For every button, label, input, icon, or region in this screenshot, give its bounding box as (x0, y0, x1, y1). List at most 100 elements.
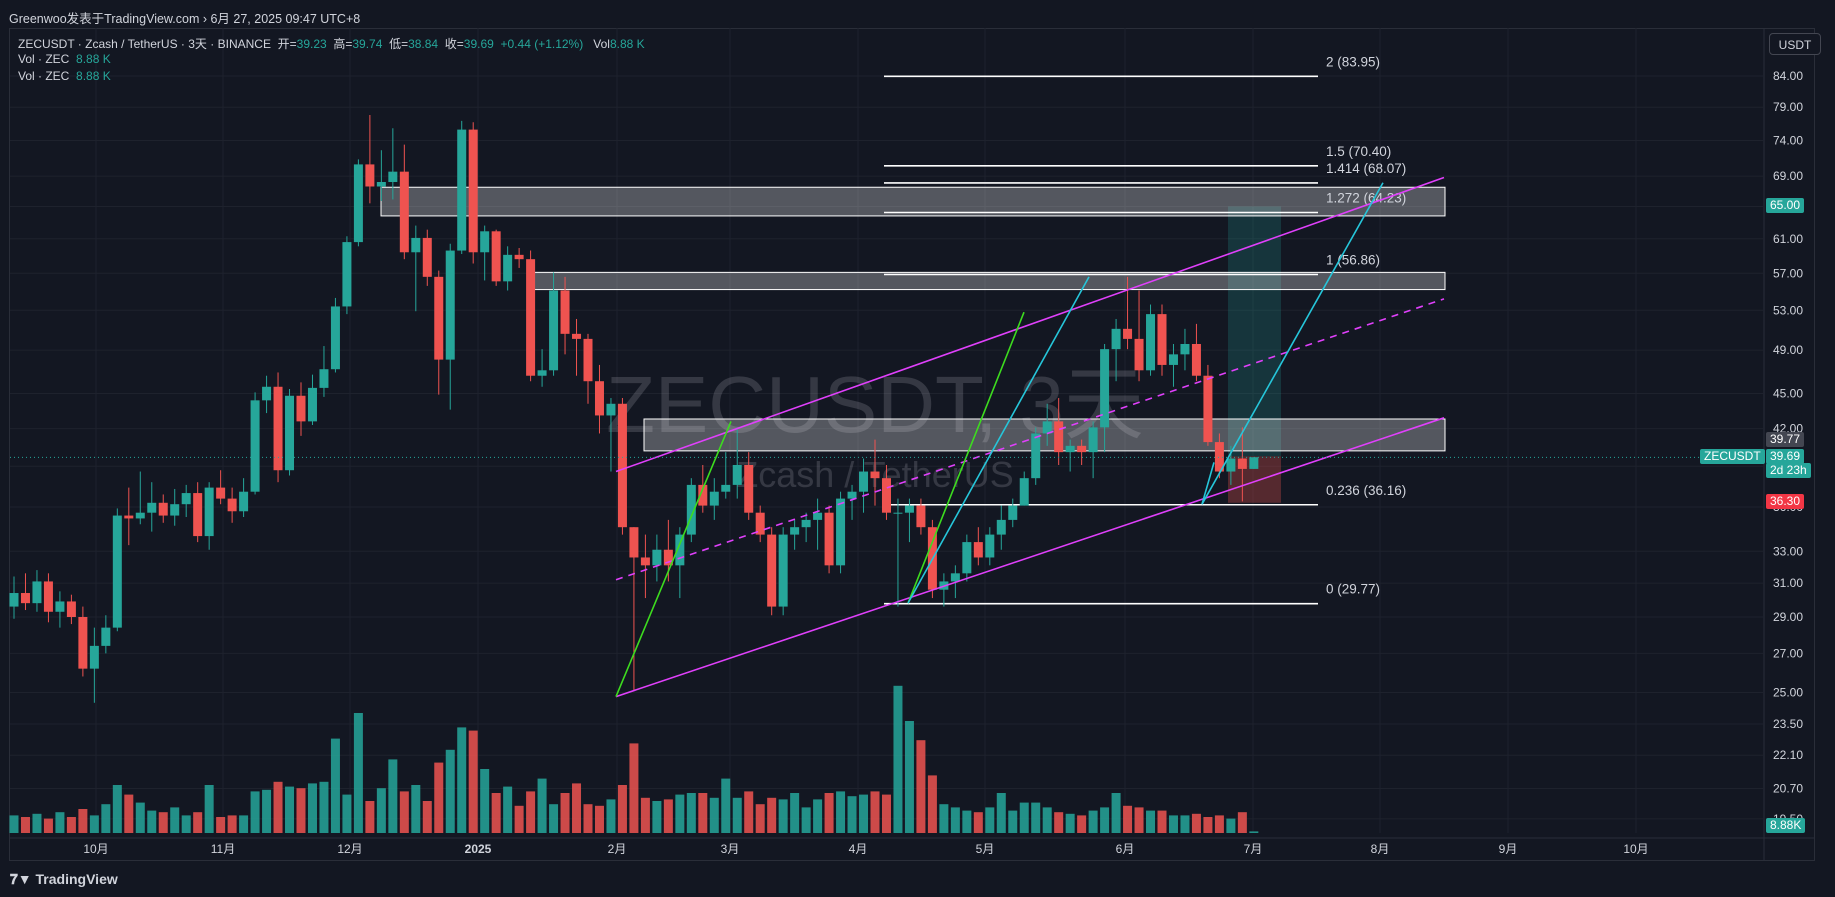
volume-bar (330, 738, 340, 833)
candle-body (422, 237, 432, 277)
candle-body (973, 542, 983, 558)
volume-bar (365, 801, 375, 833)
volume-bar (353, 713, 363, 833)
candle-body (250, 400, 260, 492)
volume-bar (112, 785, 122, 833)
candle-body (1031, 433, 1041, 479)
candle-body (1168, 354, 1178, 365)
price-tick-label: 79.00 (1773, 100, 1803, 114)
fib-level-label: 2 (83.95) (1326, 54, 1380, 69)
candle-body (193, 493, 203, 537)
volume-bar (893, 685, 903, 833)
volume-bar (399, 791, 409, 833)
volume-bar (996, 793, 1006, 833)
volume-bar (721, 778, 731, 833)
volume-bar (376, 788, 386, 833)
candle-body (55, 601, 65, 612)
volume-bar (652, 801, 662, 833)
volume-bar (1031, 802, 1041, 833)
volume-bar (514, 805, 524, 833)
price-tick-label: 45.00 (1773, 386, 1803, 400)
price-tick-label: 27.00 (1773, 646, 1803, 660)
fib-level-label: 1.272 (64.23) (1326, 191, 1406, 206)
candle-body (686, 484, 696, 535)
time-axis: 10月 11月 12月 2025 2月 3月 4月 5月 6月 7月 8月 9月 10月 (83, 842, 1648, 856)
candle-body (296, 395, 306, 422)
candle-body (824, 512, 834, 566)
footer: 𝟕▼ TradingView (0, 861, 1835, 897)
legend-high: 39.74 (352, 37, 383, 51)
candle-body (66, 601, 76, 617)
candle-body (307, 387, 317, 422)
price-tick-label: 25.00 (1773, 685, 1803, 699)
candle-body (158, 502, 168, 516)
volume-bar (560, 793, 570, 833)
price-axis: 84.0079.0074.0069.0065.0061.0057.0053.00… (1773, 69, 1803, 826)
volume-bar (549, 804, 559, 833)
volume-bar (147, 810, 157, 833)
channel-mid-line (615, 298, 1445, 581)
currency-button[interactable]: USDT (1769, 33, 1821, 55)
time-tick-label: 10月 (83, 842, 108, 856)
volume-bar (1203, 817, 1213, 833)
projection-line (907, 276, 1090, 604)
candle-body (790, 527, 800, 535)
legend-vol-line-1[interactable]: Vol · ZEC 8.88 K (18, 52, 111, 66)
volume-bar (755, 804, 765, 833)
volume-bar (1180, 815, 1190, 833)
candle-body (709, 491, 719, 506)
price-tick-label: 53.00 (1773, 303, 1803, 317)
candle-body (859, 471, 869, 492)
volume-bar (870, 791, 880, 833)
volume-bar (135, 802, 145, 833)
candle-body (239, 491, 249, 512)
candle-body (526, 259, 536, 376)
legend-low-label: 低= (389, 37, 409, 51)
volume-bar (55, 812, 65, 833)
price-tick-label: 33.00 (1773, 544, 1803, 558)
legend-vol-line-2[interactable]: Vol · ZEC 8.88 K (18, 69, 111, 83)
candle-body (594, 381, 604, 416)
supply-zone-rect (380, 186, 1446, 217)
time-tick-label: 4月 (849, 842, 868, 856)
volume-bar (698, 793, 708, 833)
volume-bar (1100, 807, 1110, 833)
candle-body (147, 502, 157, 513)
chart-frame[interactable] (9, 28, 1815, 861)
candle-body (1134, 338, 1144, 371)
candle-body (1214, 442, 1224, 472)
price-tick-label: 20.70 (1773, 782, 1803, 796)
legend-symbol[interactable]: ZECUSDT · Zcash / TetherUS · 3天 · BINANC… (18, 37, 271, 51)
candle-body (376, 181, 386, 187)
candle-body (204, 487, 214, 537)
candle-body (744, 464, 754, 513)
volume-bar (1008, 810, 1018, 833)
volume-bar (1065, 813, 1075, 833)
candle-body (721, 484, 731, 492)
vol-indicator-value: 8.88 K (76, 52, 111, 66)
candle-body (916, 505, 926, 528)
volume-bar (43, 818, 53, 833)
impulse-line (615, 421, 732, 697)
time-tick-label: 2025 (465, 842, 492, 856)
candle-body (950, 573, 960, 582)
projection-lines (907, 182, 1384, 604)
tradingview-logo[interactable]: 𝟕▼ TradingView (10, 871, 118, 888)
volume-bar (480, 769, 490, 833)
candle-body (652, 549, 662, 566)
last-price-tag: 39.69 (1766, 449, 1805, 464)
candle-body (285, 395, 295, 471)
legend-low: 38.84 (408, 37, 439, 51)
volume-bar (342, 794, 352, 833)
legend-vol: 8.88 K (609, 37, 645, 51)
volume-bar (640, 797, 650, 833)
candle-body (1146, 314, 1156, 371)
legend-high-label: 高= (333, 37, 353, 51)
candle-body (480, 231, 490, 253)
volume-bar (503, 786, 513, 833)
volume-bar (904, 721, 914, 833)
volume-bar (526, 791, 536, 833)
channel-upper-line (615, 176, 1445, 473)
projection-line (1201, 462, 1215, 505)
